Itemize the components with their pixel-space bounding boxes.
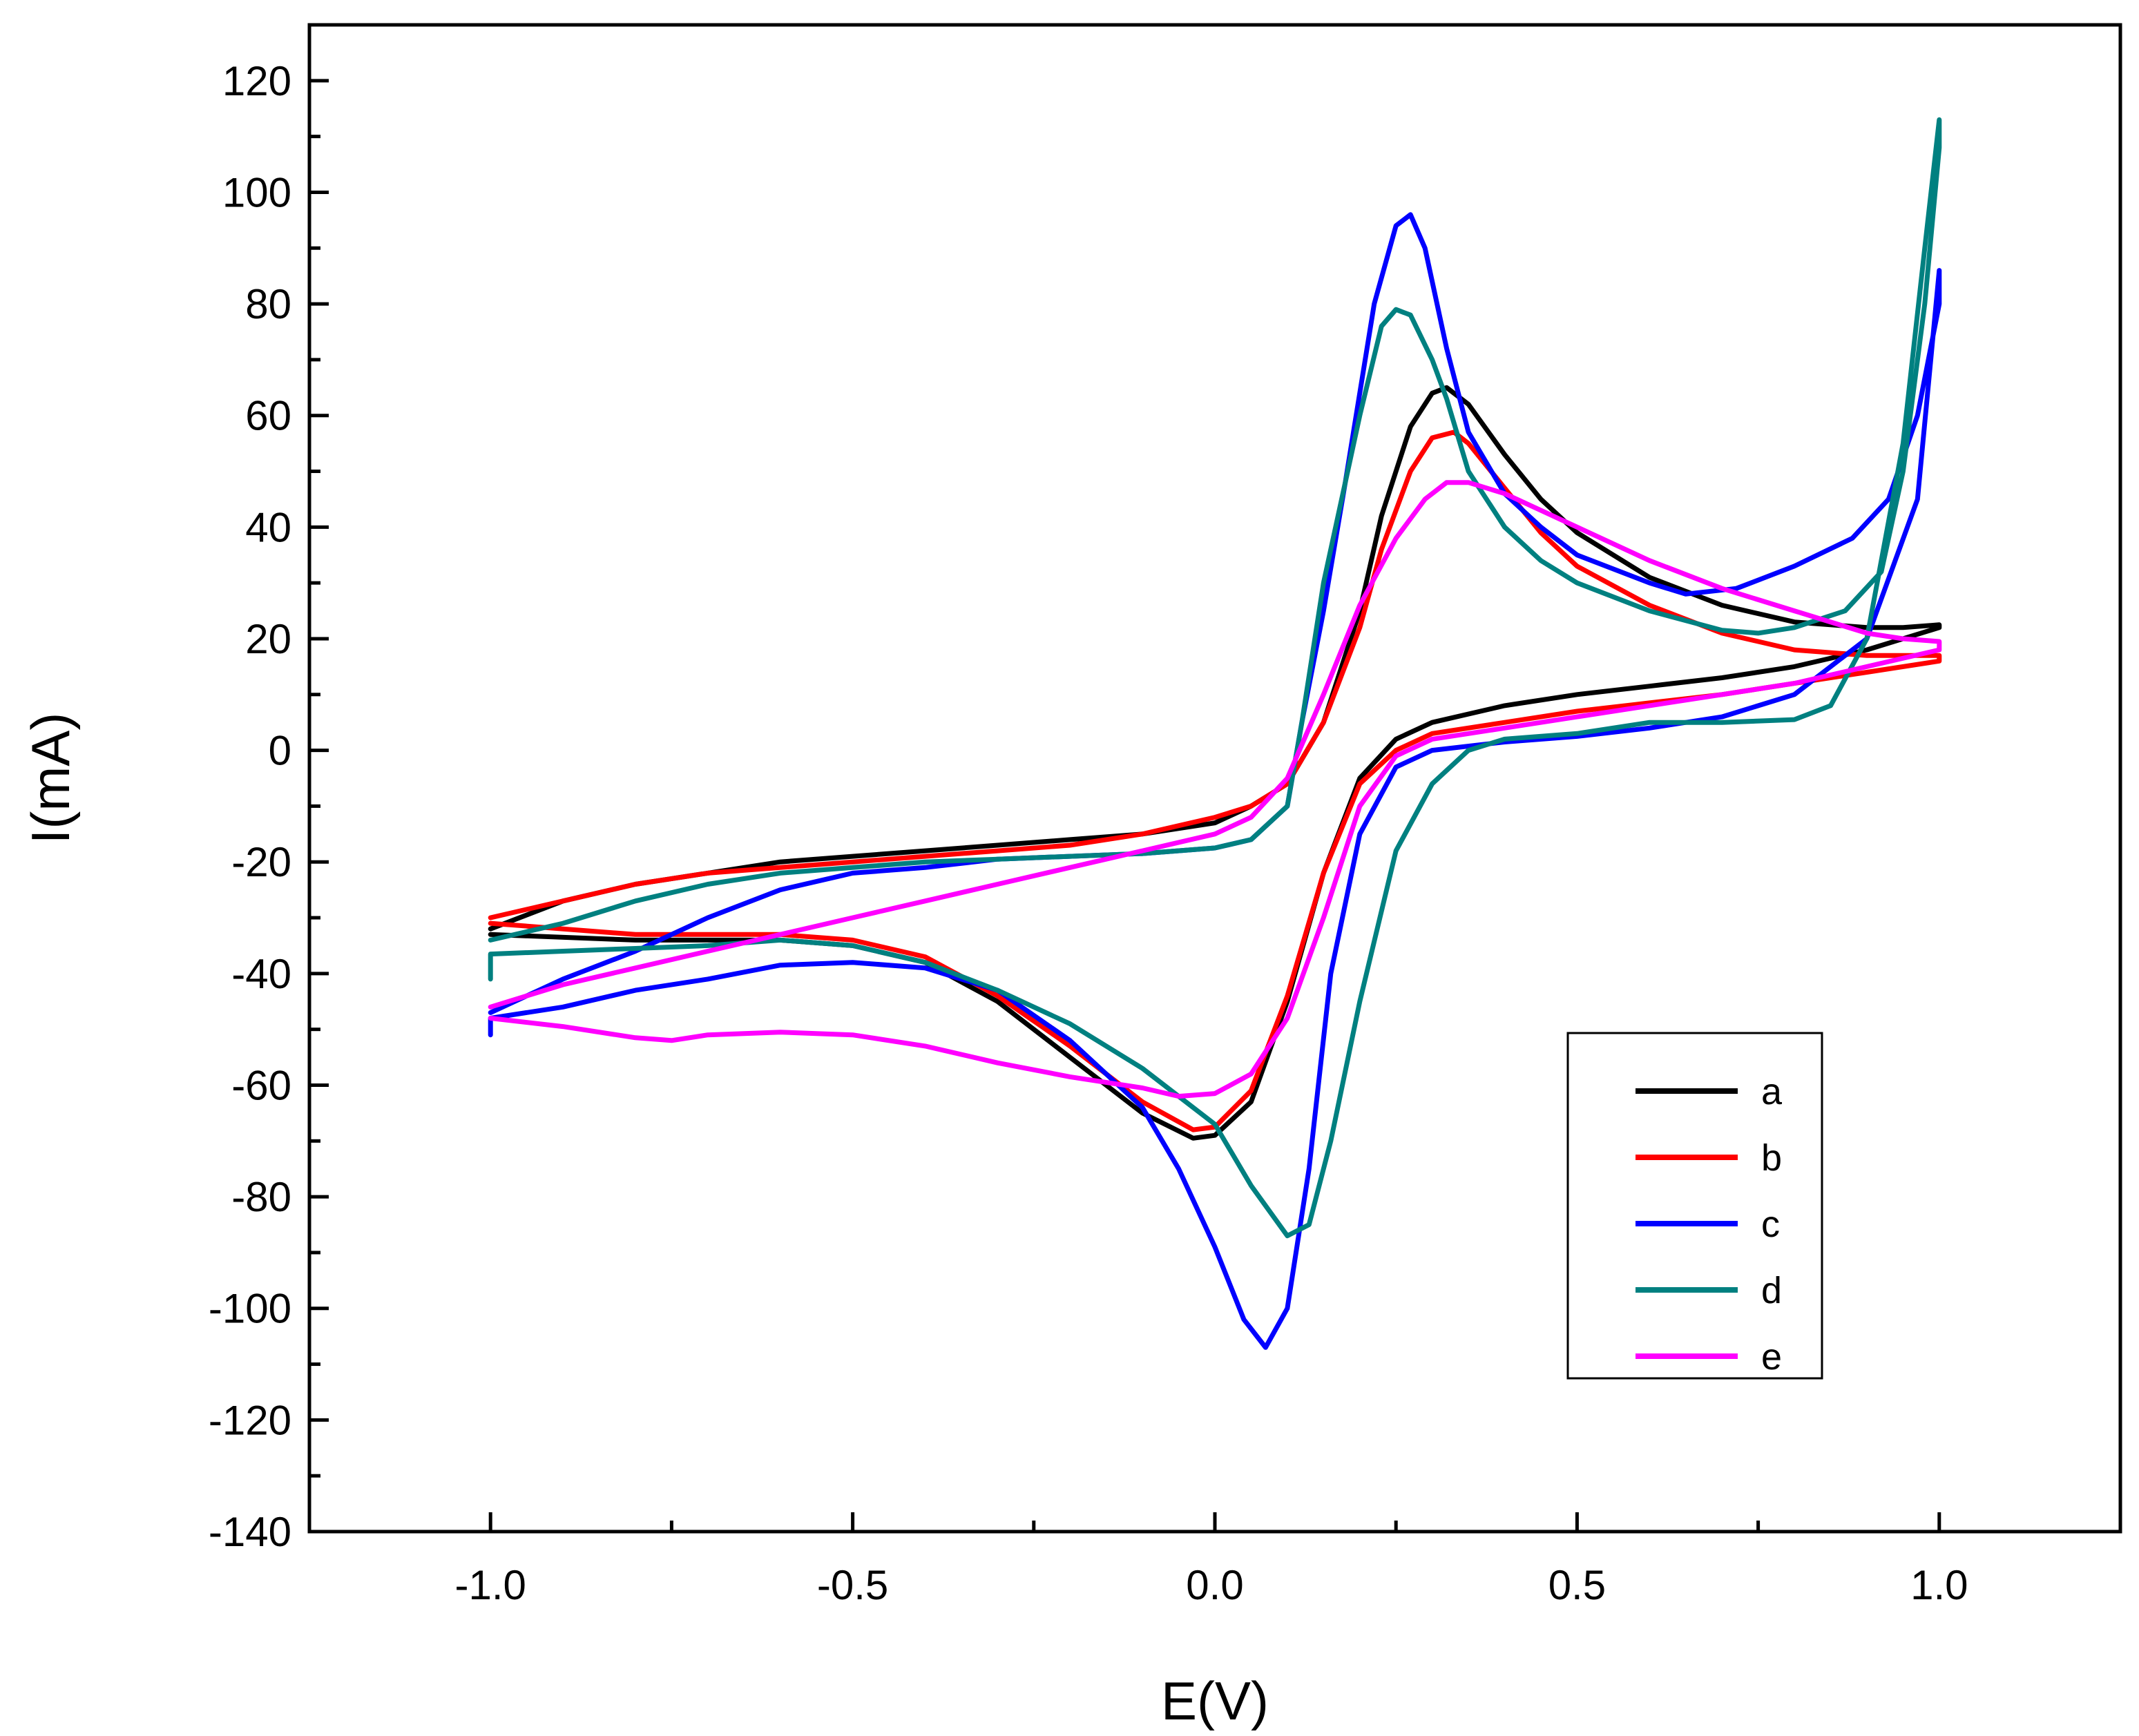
y-tick-label: -120	[209, 1397, 291, 1443]
y-tick-label: -100	[209, 1286, 291, 1332]
x-tick-label: 0.0	[1186, 1562, 1243, 1608]
y-tick-label: -80	[231, 1174, 291, 1220]
y-tick-label: 40	[245, 504, 291, 550]
series-line-a	[488, 385, 1942, 1141]
legend-label-b: b	[1761, 1137, 1782, 1179]
y-tick-label: -60	[231, 1062, 291, 1108]
y-tick-label: 80	[245, 281, 291, 327]
y-axis-ticks: -140 -120 -100 -80 -60 -40 -20 0 20 40 60 80 100 120	[209, 23, 329, 1555]
y-tick-label: -20	[231, 839, 291, 885]
legend-label-a: a	[1761, 1071, 1783, 1112]
series-layer	[488, 117, 1942, 1350]
y-axis-title: I(mA)	[20, 713, 81, 845]
y-tick-label: 20	[245, 616, 291, 662]
legend-label-c: c	[1761, 1204, 1780, 1245]
x-tick-label: 1.0	[1910, 1562, 1968, 1608]
y-tick-label: -140	[209, 1509, 291, 1555]
x-axis-ticks: -1.0 -0.5 0.0 0.5 1.0	[307, 1512, 2122, 1608]
x-tick-label: -1.0	[455, 1562, 526, 1608]
y-tick-label: 120	[222, 58, 291, 104]
series-line-e	[488, 480, 1942, 1099]
y-tick-label: -40	[231, 951, 291, 997]
plot-frame	[307, 23, 2122, 1534]
y-tick-label: 100	[222, 169, 291, 215]
x-tick-label: 0.5	[1548, 1562, 1606, 1608]
x-tick-label: -0.5	[817, 1562, 888, 1608]
y-tick-label: 60	[245, 393, 291, 439]
series-line-b	[488, 430, 1942, 1132]
legend-box	[1566, 1032, 1823, 1380]
legend-label-e: e	[1761, 1336, 1782, 1378]
legend-label-d: d	[1761, 1270, 1782, 1311]
y-tick-label: 0	[269, 728, 291, 774]
x-axis-title: E(V)	[1161, 1670, 1269, 1731]
